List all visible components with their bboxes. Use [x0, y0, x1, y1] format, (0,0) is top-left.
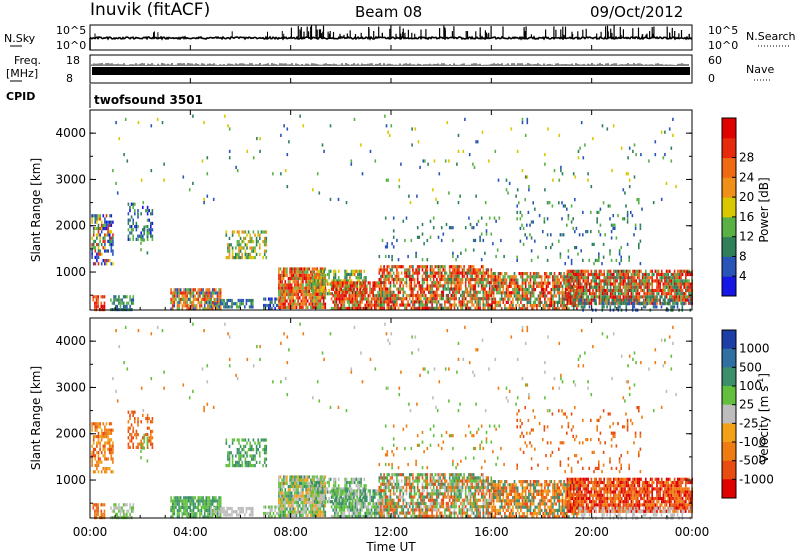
- nsky-right-tick-top: 10^5: [708, 24, 738, 37]
- freq-left-tick-top: 18: [66, 54, 80, 67]
- velocity-ytick-label: 2000: [55, 427, 86, 441]
- velocity-ytick-label: 1000: [55, 473, 86, 487]
- velocity-colorbar-label: Velocity [m s-1]: [756, 373, 771, 463]
- velocity-colorbar-tick: 1000: [739, 342, 770, 356]
- velocity-colorbar-tick: -100: [739, 435, 766, 449]
- freq-panel: Freq. [MHz] 18 8 60 0 Nave: [6, 54, 774, 85]
- velocity-ylabel: Slant Range [km]: [29, 366, 43, 470]
- power-ytick-label: 2000: [55, 219, 86, 233]
- velocity-ytick-label: 3000: [55, 380, 86, 394]
- velocity-colorbar-tick: 25: [739, 398, 754, 412]
- power-colorbar-tick: 20: [739, 190, 754, 204]
- power-ytick-label: 4000: [55, 126, 86, 140]
- time-tick-label: 00:00: [675, 525, 710, 539]
- nsky-left-tick-bottom: 10^0: [56, 39, 86, 52]
- power-colorbar-tick: 28: [739, 151, 754, 165]
- power-colorbar: 4 8 12 16 20 24 28: [721, 117, 754, 297]
- cpid-value: twofsound 3501: [94, 93, 203, 107]
- time-tick-label: 08:00: [273, 525, 308, 539]
- time-tick-label: 00:00: [73, 525, 108, 539]
- velocity-colorbar-tick: 500: [739, 360, 762, 374]
- nave-right-tick-top: 60: [708, 54, 722, 67]
- power-colorbar-tick: 4: [739, 269, 747, 283]
- power-panel: 1000 2000 3000 4000 Slant Range [km] 4 8 12 16…: [29, 109, 771, 312]
- power-colorbar-label: Power [dB]: [757, 177, 771, 242]
- cpid-panel: CPID twofsound 3501: [6, 84, 203, 108]
- power-ylabel: Slant Range [km]: [29, 158, 43, 262]
- power-ytick-label: 3000: [55, 172, 86, 186]
- velocity-panel: 1000 2000 3000 4000 Slant Range [km] 1000 50…: [29, 317, 774, 520]
- time-axis: 00:00 04:00 08:00 12:00 16:00 20:00 00:00: [73, 45, 710, 539]
- nsky-right-tick-bottom: 10^0: [708, 39, 738, 52]
- power-colorbar-tick: 12: [739, 230, 754, 244]
- power-ytick-label: 1000: [55, 265, 86, 279]
- velocity-colorbar-tick: 100: [739, 379, 762, 393]
- power-colorbar-tick: 8: [739, 249, 747, 263]
- power-colorbar-tick: 24: [739, 170, 754, 184]
- time-tick-label: 16:00: [474, 525, 509, 539]
- velocity-colorbar: 1000 500 100 25 -25 -100 -500 -1000: [721, 329, 774, 499]
- nave-label: Nave: [746, 63, 774, 76]
- nave-right-tick-bottom: 0: [708, 72, 715, 85]
- beam-title: Beam 08: [355, 3, 422, 21]
- nsky-panel: N.Sky 10^5 10^0 10^5 10^0 N.Search: [4, 24, 796, 52]
- velocity-colorbar-tick: -25: [739, 416, 759, 430]
- nsky-left-tick-top: 10^5: [56, 24, 86, 37]
- nsearch-label: N.Search: [746, 30, 796, 43]
- time-tick-label: 20:00: [574, 525, 609, 539]
- nsky-label: N.Sky: [4, 32, 36, 45]
- time-tick-label: 12:00: [374, 525, 409, 539]
- freq-unit: [MHz]: [6, 67, 38, 80]
- time-tick-label: 04:00: [173, 525, 208, 539]
- freq-left-tick-bottom: 8: [66, 72, 73, 85]
- time-axis-label: Time UT: [365, 540, 416, 554]
- power-colorbar-tick: 16: [739, 210, 754, 224]
- velocity-colorbar-tick: -500: [739, 454, 766, 468]
- velocity-ytick-label: 4000: [55, 334, 86, 348]
- station-title: Inuvik (fitACF): [90, 0, 210, 20]
- velocity-colorbar-tick: -1000: [739, 472, 774, 486]
- freq-label: Freq.: [14, 54, 41, 67]
- date-title: 09/Oct/2012: [590, 3, 683, 21]
- cpid-label: CPID: [6, 90, 35, 103]
